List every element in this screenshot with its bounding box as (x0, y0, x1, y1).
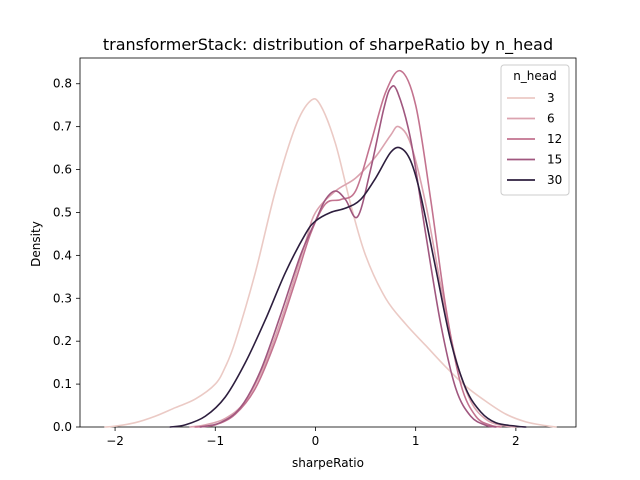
series-lines (104, 69, 557, 428)
y-tick-label: 0.6 (53, 163, 72, 177)
x-tick-label: 2 (512, 434, 520, 448)
y-tick-label: 0.4 (53, 248, 72, 262)
x-tick-label: −2 (106, 434, 124, 448)
density-line-n-head-12 (194, 69, 502, 428)
legend-label: 15 (547, 153, 562, 167)
y-tick-label: 0.2 (53, 334, 72, 348)
legend-label: 3 (547, 91, 555, 105)
plot-area: −2 −1 0 1 20.00.10.20.30.40.50.60.70.8 (53, 57, 577, 448)
x-tick-label: 0 (312, 434, 320, 448)
y-axis-label: Density (29, 221, 43, 267)
y-tick-label: 0.5 (53, 205, 72, 219)
legend-label: 30 (547, 173, 562, 187)
y-tick-label: 0.0 (53, 420, 72, 434)
x-axis-label: sharpeRatio (292, 456, 364, 470)
x-tick-label: 1 (412, 434, 420, 448)
y-tick-label: 0.7 (53, 120, 72, 134)
density-line-n-head-15 (199, 85, 497, 428)
y-tick-label: 0.3 (53, 291, 72, 305)
legend-label: 6 (547, 112, 555, 126)
legend-label: 12 (547, 132, 562, 146)
density-line-n-head-30 (169, 146, 527, 428)
plot-frame (79, 57, 577, 428)
legend: n_head 3 6 12 15 30 (500, 64, 570, 196)
y-tick-label: 0.1 (53, 377, 72, 391)
density-line-n-head-6 (189, 125, 517, 428)
legend-title: n_head (513, 69, 557, 83)
density-line-n-head-3 (104, 98, 557, 428)
chart-title: transformerStack: distribution of sharpe… (103, 35, 553, 55)
x-tick-label: −1 (206, 434, 224, 448)
y-tick-label: 0.8 (53, 77, 72, 91)
